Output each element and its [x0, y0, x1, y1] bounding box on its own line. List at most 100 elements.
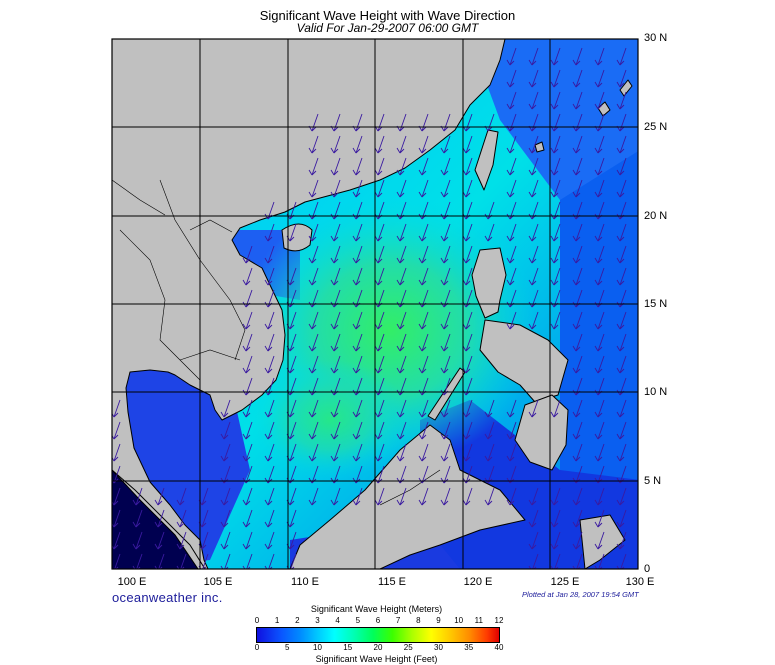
wave-direction-arrow	[506, 179, 517, 198]
wave-direction-arrow	[308, 333, 319, 352]
feet-tick-20: 20	[373, 643, 383, 652]
wave-direction-arrow	[154, 509, 165, 528]
lat-label-10: 10 N	[644, 386, 668, 398]
wave-direction-arrow	[572, 267, 583, 286]
wave-direction-arrow	[242, 311, 253, 330]
lat-label-30: 30 N	[644, 32, 668, 44]
feet-tick-35: 35	[464, 643, 474, 652]
wave-direction-arrow	[308, 311, 319, 330]
wave-direction-arrow	[308, 487, 319, 506]
wave-direction-arrow	[308, 157, 319, 176]
wave-direction-arrow	[418, 333, 429, 352]
meter-tick-2: 2	[295, 616, 300, 625]
border-cambodia	[179, 349, 241, 361]
wave-direction-arrow	[550, 399, 561, 418]
wave-direction-arrow	[594, 333, 605, 352]
wave-direction-arrow	[396, 487, 407, 506]
wave-direction-arrow	[528, 245, 539, 264]
meter-tick-10: 10	[454, 616, 464, 625]
meter-tick-5: 5	[355, 616, 361, 625]
wave-direction-arrow	[484, 223, 495, 242]
wave-direction-arrow	[594, 487, 605, 506]
wave-direction-arrow	[550, 135, 561, 154]
wave-direction-arrow	[594, 179, 605, 198]
wave-direction-arrow	[352, 223, 363, 242]
wave-direction-arrow	[242, 245, 253, 264]
wave-direction-arrow	[484, 487, 495, 506]
wave-direction-arrow	[550, 245, 561, 264]
wave-direction-arrow	[616, 443, 627, 462]
wave-direction-arrow	[352, 267, 363, 286]
wave-direction-arrow	[352, 355, 363, 374]
land-luzon	[471, 247, 507, 319]
wave-direction-arrow	[418, 355, 429, 374]
wave-direction-arrow	[616, 245, 627, 264]
wave-direction-arrow	[330, 399, 341, 418]
wave-direction-arrow	[352, 333, 363, 352]
land-taiwan	[474, 129, 499, 191]
wave-direction-arrow	[440, 311, 451, 330]
wave-direction-arrow	[616, 267, 627, 286]
wave-direction-arrow	[616, 157, 627, 176]
wave-direction-arrow	[616, 355, 627, 374]
wave-direction-arrow	[220, 531, 231, 550]
wave-direction-arrow	[616, 47, 627, 66]
wave-direction-arrow	[352, 421, 363, 440]
wave-direction-arrow	[506, 157, 517, 176]
lon-label-105: 105 E	[203, 576, 233, 588]
wave-direction-arrow	[550, 531, 561, 550]
wave-direction-arrow	[572, 223, 583, 242]
wave-direction-arrow	[440, 443, 451, 462]
wave-direction-arrow	[220, 509, 231, 528]
wave-direction-arrow	[528, 487, 539, 506]
wave-direction-arrow	[418, 311, 429, 330]
wave-direction-arrow	[264, 267, 275, 286]
wave-direction-arrow	[550, 267, 561, 286]
lat-label-15: 15 N	[644, 298, 668, 310]
wave-direction-arrow	[594, 355, 605, 374]
wave-direction-arrow	[264, 223, 275, 242]
wave-direction-arrow	[242, 399, 253, 418]
wave-direction-arrow	[352, 399, 363, 418]
wave-direction-arrow	[594, 399, 605, 418]
wave-direction-arrow	[550, 487, 561, 506]
wave-direction-arrow	[506, 311, 517, 330]
wave-direction-arrow	[308, 245, 319, 264]
wave-direction-arrow	[396, 443, 407, 462]
wave-direction-arrow	[220, 421, 231, 440]
wave-direction-arrow	[352, 135, 363, 154]
wave-direction-arrow	[572, 69, 583, 88]
wave-direction-arrow	[330, 443, 341, 462]
wave-direction-arrow	[264, 245, 275, 264]
wave-direction-arrow	[440, 179, 451, 198]
wave-direction-arrow	[220, 399, 231, 418]
wave-direction-arrow	[308, 179, 319, 198]
wave-direction-arrow	[396, 311, 407, 330]
wave-direction-arrow	[594, 47, 605, 66]
wave-direction-arrow	[418, 487, 429, 506]
wave-direction-arrow	[264, 421, 275, 440]
wave-direction-arrow	[176, 509, 187, 528]
meter-tick-1: 1	[274, 616, 280, 625]
wave-direction-arrow	[550, 223, 561, 242]
wave-direction-arrow	[616, 509, 627, 528]
wave-direction-arrow	[616, 179, 627, 198]
wave-direction-arrow	[242, 421, 253, 440]
wave-direction-arrow	[506, 91, 517, 110]
wave-direction-arrow	[330, 355, 341, 374]
wave-direction-arrow	[594, 245, 605, 264]
wave-direction-arrow	[330, 135, 341, 154]
wave-direction-arrow	[440, 487, 451, 506]
wave-direction-arrow	[220, 487, 231, 506]
wave-direction-arrow	[352, 157, 363, 176]
lat-label-25: 25 N	[644, 121, 668, 133]
wave-direction-arrow	[572, 135, 583, 154]
wave-direction-arrow	[308, 223, 319, 242]
wave-direction-arrow	[594, 443, 605, 462]
wave-direction-arrow	[242, 355, 253, 374]
wave-direction-arrow	[572, 91, 583, 110]
border-thailand	[119, 229, 201, 381]
wave-direction-arrow	[572, 487, 583, 506]
wave-direction-arrow	[132, 531, 143, 550]
